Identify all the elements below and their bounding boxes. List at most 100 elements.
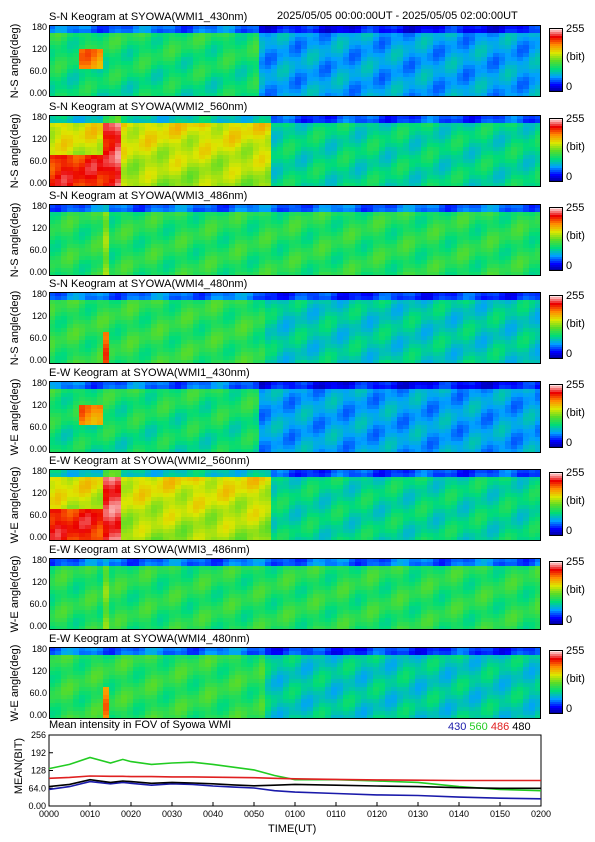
xtick-label: 0140	[449, 809, 469, 819]
colorbar	[549, 384, 563, 448]
keogram-title: E-W Keogram at SYOWA(WMI3_486nm)	[49, 544, 250, 556]
legend-480: 480	[512, 721, 531, 733]
colorbar-unit: (bit)	[566, 584, 585, 596]
keogram-ytick: 60.0	[29, 333, 47, 343]
colorbar-max: 255	[566, 202, 585, 214]
legend-430: 430	[448, 721, 467, 733]
keogram-ytick: 180	[31, 378, 47, 388]
keogram-image	[49, 292, 541, 364]
keogram-ytick: 0.00	[29, 178, 47, 188]
colorbar-max: 255	[566, 645, 585, 657]
keogram-ytick: 60.0	[29, 510, 47, 520]
keogram-ytick: 120	[31, 400, 47, 410]
colorbar	[549, 118, 563, 182]
colorbar-unit: (bit)	[566, 230, 585, 242]
xtick-label: 0200	[531, 809, 551, 819]
colorbar-min: 0	[566, 614, 573, 626]
keogram-ytick: 0.00	[29, 710, 47, 720]
xtick-label: 0150	[490, 809, 510, 819]
colorbar-min: 0	[566, 437, 573, 449]
colorbar	[549, 561, 563, 625]
keogram-ytick: 0.00	[29, 621, 47, 631]
keogram-title: S-N Keogram at SYOWA(WMI2_560nm)	[49, 101, 248, 113]
xtick-label: 0040	[203, 809, 223, 819]
keogram-title: S-N Keogram at SYOWA(WMI4_480nm)	[49, 278, 248, 290]
keogram-title: S-N Keogram at SYOWA(WMI1_430nm)	[49, 11, 248, 23]
keogram-ytick: 180	[31, 644, 47, 654]
keogram-ytick: 180	[31, 201, 47, 211]
colorbar-min: 0	[566, 81, 573, 93]
ytick-label: 64.0	[28, 783, 46, 793]
keogram-ytick: 180	[31, 22, 47, 32]
legend: 430 560 486 480	[448, 721, 531, 733]
colorbar	[549, 295, 563, 359]
xtick-label: 0020	[121, 809, 141, 819]
keogram-image	[49, 25, 541, 97]
keogram-image	[49, 647, 541, 719]
keogram-ytick: 120	[31, 134, 47, 144]
colorbar-unit: (bit)	[566, 51, 585, 63]
colorbar-max: 255	[566, 379, 585, 391]
keogram-ytick: 180	[31, 466, 47, 476]
keogram-ytick: 120	[31, 488, 47, 498]
xtick-label: 0120	[367, 809, 387, 819]
keogram-title: E-W Keogram at SYOWA(WMI4_480nm)	[49, 633, 250, 645]
keogram-ytick: 120	[31, 666, 47, 676]
colorbar-min: 0	[566, 525, 573, 537]
ytick-label: 128	[31, 766, 46, 776]
colorbar	[549, 28, 563, 92]
colorbar-unit: (bit)	[566, 318, 585, 330]
colorbar-min: 0	[566, 348, 573, 360]
keogram-ytick: 0.00	[29, 532, 47, 542]
line-chart-xlabel: TIME(UT)	[268, 823, 317, 835]
xtick-label: 0110	[326, 809, 345, 819]
ytick-label: 192	[31, 748, 46, 758]
keogram-image	[49, 469, 541, 541]
keogram-image	[49, 381, 541, 453]
keogram-ytick: 60.0	[29, 156, 47, 166]
xtick-label: 0010	[80, 809, 100, 819]
plot-frame	[48, 734, 542, 807]
keogram-title: E-W Keogram at SYOWA(WMI2_560nm)	[49, 455, 250, 467]
colorbar-max: 255	[566, 556, 585, 568]
keogram-ytick: 0.00	[29, 444, 47, 454]
keogram-ytick: 180	[31, 289, 47, 299]
keogram-ytick: 60.0	[29, 422, 47, 432]
colorbar-min: 0	[566, 703, 573, 715]
keogram-ytick: 60.0	[29, 688, 47, 698]
keogram-ytick: 60.0	[29, 245, 47, 255]
colorbar-unit: (bit)	[566, 495, 585, 507]
xtick-label: 0030	[162, 809, 182, 819]
colorbar	[549, 207, 563, 271]
xtick-label: 0100	[285, 809, 305, 819]
colorbar-max: 255	[566, 113, 585, 125]
colorbar-min: 0	[566, 260, 573, 272]
colorbar-max: 255	[566, 23, 585, 35]
colorbar-unit: (bit)	[566, 407, 585, 419]
keogram-image	[49, 115, 541, 187]
colorbar-max: 255	[566, 467, 585, 479]
keogram-ytick: 120	[31, 577, 47, 587]
colorbar-unit: (bit)	[566, 673, 585, 685]
legend-486: 486	[490, 721, 510, 733]
keogram-title: S-N Keogram at SYOWA(WMI3_486nm)	[49, 190, 248, 202]
keogram-ytick: 120	[31, 223, 47, 233]
keogram-ytick: 60.0	[29, 66, 47, 76]
series-line-480	[48, 778, 541, 790]
series-line-430	[48, 780, 542, 800]
line-chart-title: Mean intensity in FOV of Syowa WMI	[49, 719, 232, 731]
legend-560: 560	[469, 721, 488, 733]
keogram-ytick: 180	[31, 555, 47, 565]
keogram-title: E-W Keogram at SYOWA(WMI1_430nm)	[49, 367, 250, 379]
keogram-ytick: 0.00	[29, 267, 47, 277]
colorbar	[549, 472, 563, 536]
series-line-560	[48, 756, 542, 792]
colorbar	[549, 650, 563, 714]
keogram-image	[49, 558, 541, 630]
ytick-label: 256	[31, 730, 46, 740]
ytick-label: 0.00	[28, 801, 46, 811]
xtick-label: 0000	[39, 809, 59, 819]
colorbar-max: 255	[566, 290, 585, 302]
keogram-ytick: 0.00	[29, 88, 47, 98]
series-line-486	[48, 775, 541, 782]
